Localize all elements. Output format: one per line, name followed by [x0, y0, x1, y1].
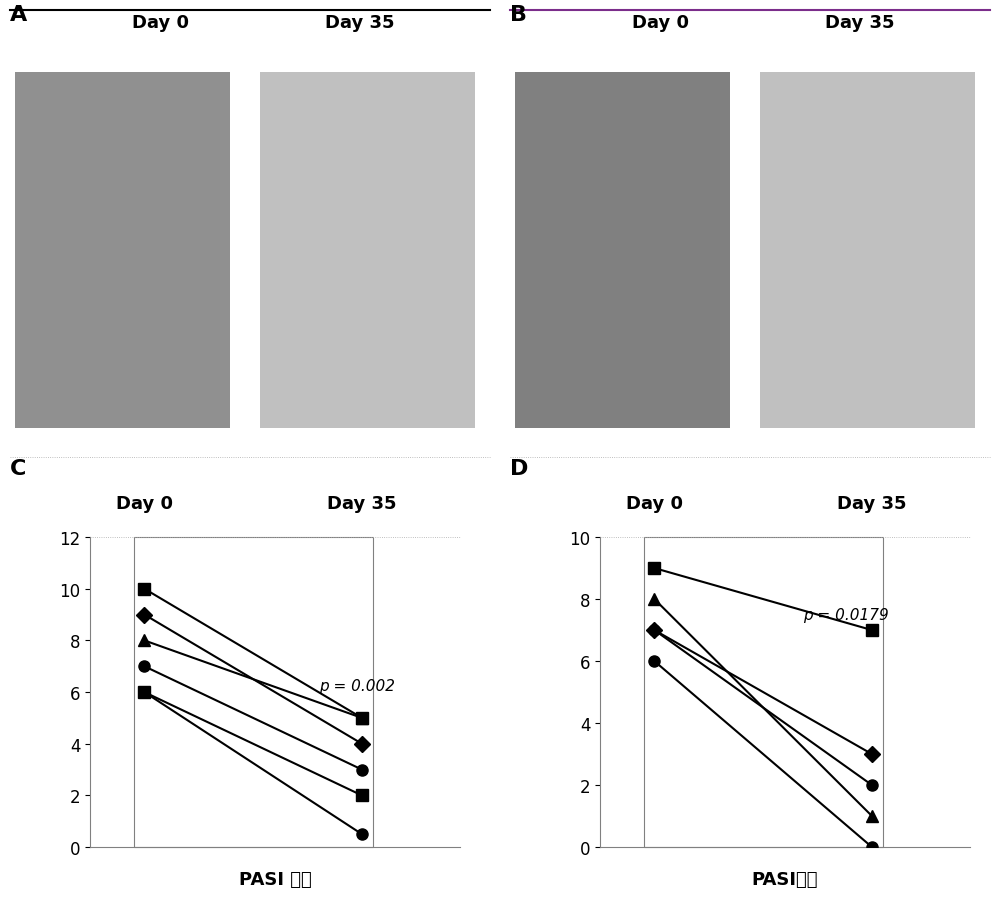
Text: PASI 评分: PASI 评分 [239, 870, 311, 888]
Text: Day 0: Day 0 [132, 14, 188, 32]
Text: D: D [510, 458, 528, 478]
Text: PASI评分: PASI评分 [752, 870, 818, 888]
Text: C: C [10, 458, 26, 478]
Text: Day 35: Day 35 [837, 495, 907, 513]
Text: B: B [510, 5, 527, 25]
Text: Day 35: Day 35 [327, 495, 397, 513]
Text: Day 35: Day 35 [325, 14, 395, 32]
Text: p = 0.002: p = 0.002 [319, 679, 395, 693]
Bar [760, 73, 975, 428]
Bar [134, 537, 373, 847]
Text: Day 0: Day 0 [116, 495, 173, 513]
Bar [260, 73, 475, 428]
Bar [515, 73, 730, 428]
Text: Day 0: Day 0 [626, 495, 683, 513]
Text: Day 35: Day 35 [825, 14, 895, 32]
Text: A: A [10, 5, 27, 25]
Bar [644, 537, 883, 847]
Text: Day 0: Day 0 [632, 14, 688, 32]
Bar [15, 73, 230, 428]
Text: p = 0.0179: p = 0.0179 [804, 608, 889, 622]
